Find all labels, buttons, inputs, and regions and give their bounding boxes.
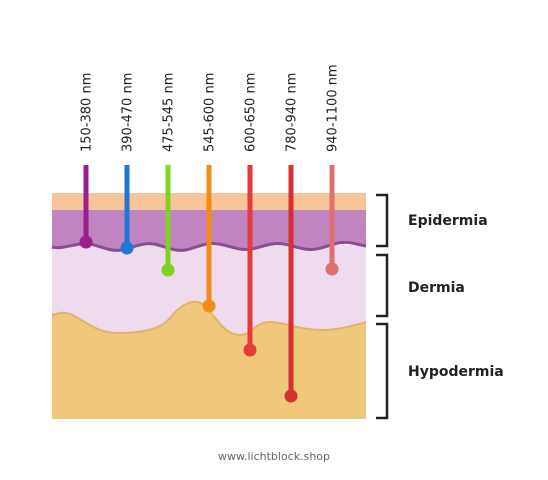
layer-label-epidermis: Epidermia [408, 213, 488, 229]
wavelength-end-dot-7 [325, 262, 339, 276]
dermis-bracket [376, 253, 389, 318]
wavelength-end-dot-2 [120, 241, 134, 255]
wavelength-end-dot-1 [79, 235, 93, 249]
wavelength-label-5: 600-650 nm [244, 73, 259, 152]
wavelength-end-dot-6 [284, 389, 298, 403]
hypodermis-bracket [376, 322, 389, 420]
wavelength-label-1: 150-380 nm [80, 73, 95, 152]
wavelength-label-7: 940-1100 nm [326, 64, 341, 152]
footer-website: www.lichtblock.shop [218, 450, 330, 463]
layer-brackets [376, 193, 389, 420]
wavelength-end-dot-3 [161, 263, 175, 277]
wavelength-label-3: 475-545 nm [162, 73, 177, 152]
layer-label-dermis: Dermia [408, 280, 465, 296]
wavelength-end-dot-4 [202, 299, 216, 313]
layer-label-hypodermis: Hypodermia [408, 364, 504, 380]
wavelength-end-dot-5 [243, 343, 257, 357]
wavelength-probes: 150-380 nm 390-470 nm 475-545 nm 545-600 nm… [79, 64, 341, 403]
epidermis-bracket [376, 193, 389, 248]
wavelength-label-6: 780-940 nm [285, 73, 300, 152]
wavelength-label-2: 390-470 nm [121, 73, 136, 152]
wavelength-label-4: 545-600 nm [203, 73, 218, 152]
